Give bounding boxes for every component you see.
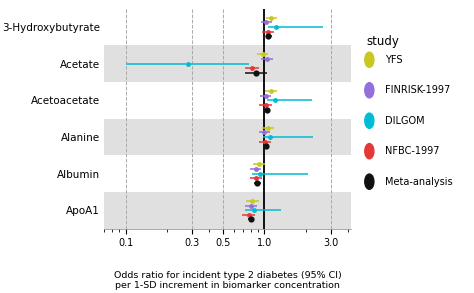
- Text: NFBC-1997: NFBC-1997: [385, 146, 440, 156]
- Bar: [104, 119, 351, 155]
- Text: Odds ratio for incident type 2 diabetes (95% CI)
per 1-SD increment in biomarker: Odds ratio for incident type 2 diabetes …: [114, 271, 341, 290]
- Text: DILGOM: DILGOM: [385, 116, 425, 126]
- Text: FINRISK-1997: FINRISK-1997: [385, 85, 450, 95]
- Text: Meta-analysis: Meta-analysis: [385, 177, 453, 187]
- Text: YFS: YFS: [385, 55, 403, 65]
- Circle shape: [365, 113, 374, 128]
- Circle shape: [365, 83, 374, 98]
- Circle shape: [365, 174, 374, 189]
- Bar: [104, 45, 351, 82]
- Circle shape: [365, 52, 374, 67]
- Circle shape: [365, 144, 374, 159]
- Bar: [104, 192, 351, 229]
- Text: study: study: [366, 35, 399, 48]
